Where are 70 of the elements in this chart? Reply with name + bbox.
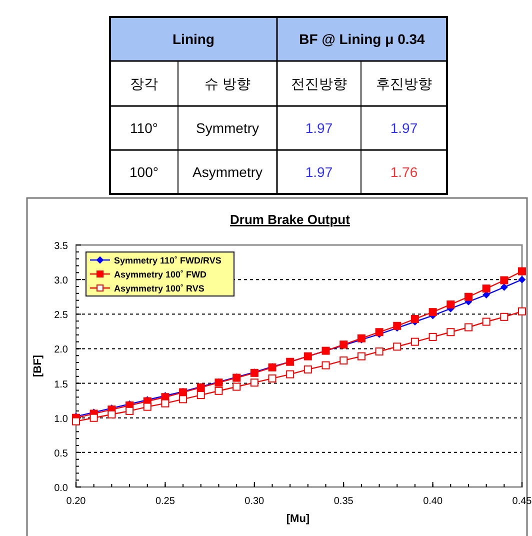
- point: [428, 308, 437, 316]
- legend-label: Asymmetry 100˚ FWD: [114, 270, 208, 280]
- point: [90, 414, 98, 422]
- point: [232, 382, 241, 391]
- y-tick-label: 3.0: [54, 276, 68, 287]
- y-tick-label: 0.0: [54, 483, 68, 494]
- point: [410, 314, 419, 323]
- y-tick-label: 1.0: [54, 414, 68, 425]
- text: 슈 방향: [204, 76, 250, 92]
- text: 110°: [130, 120, 158, 136]
- text: 1.97: [305, 164, 333, 180]
- point: [179, 395, 188, 404]
- point: [357, 352, 366, 360]
- point: [482, 318, 490, 326]
- point: [286, 370, 294, 378]
- text: 1.97: [305, 120, 333, 136]
- point: [340, 356, 348, 364]
- point: [214, 386, 223, 395]
- y-axis-title: [BF]: [32, 354, 44, 377]
- text: 장각: [130, 76, 158, 92]
- text: Asymmetry: [192, 164, 262, 180]
- text: Symmetry: [196, 120, 259, 136]
- y-tick-label: 0.5: [54, 448, 68, 460]
- point: [518, 307, 526, 316]
- point: [268, 374, 276, 382]
- y-tick-label: 2.5: [54, 310, 68, 322]
- point: [446, 300, 455, 308]
- point: [393, 322, 402, 330]
- y-tick-label: 2.0: [54, 344, 68, 356]
- point: [393, 342, 402, 351]
- x-tick-label: 0.25: [155, 496, 176, 507]
- point: [250, 378, 258, 387]
- x-tick-label: 0.30: [244, 496, 265, 507]
- point: [161, 399, 170, 408]
- text: 1.76: [390, 164, 418, 180]
- point: [500, 276, 508, 284]
- legend-label: Symmetry 110˚ FWD/RVS: [114, 256, 222, 266]
- x-tick-label: 0.35: [334, 496, 354, 507]
- text: Lining: [172, 31, 214, 47]
- text: 전진방향: [291, 76, 347, 92]
- point: [108, 410, 116, 418]
- point: [500, 312, 508, 321]
- point: [143, 402, 152, 411]
- point: [464, 292, 472, 301]
- chart-title: Drum Brake Output: [230, 212, 351, 227]
- point: [72, 417, 80, 426]
- text: 100°: [130, 164, 158, 180]
- point: [518, 276, 526, 284]
- point: [428, 332, 437, 341]
- x-tick-label: 0.20: [66, 496, 86, 507]
- point: [482, 284, 490, 293]
- text: 후진방향: [376, 76, 432, 92]
- point: [410, 338, 419, 346]
- point: [196, 391, 205, 400]
- point: [375, 347, 384, 356]
- point: [464, 323, 472, 332]
- point: [322, 361, 330, 370]
- point: [500, 284, 508, 291]
- x-tick-label: 0.45: [512, 496, 532, 507]
- x-axis-title: [Mu]: [286, 513, 310, 525]
- point: [304, 365, 312, 374]
- point: [518, 267, 526, 276]
- text: 1.97: [390, 120, 418, 136]
- y-tick-label: 3.5: [54, 241, 68, 252]
- point: [446, 328, 455, 336]
- text: BF @ Lining μ 0.34: [299, 31, 426, 47]
- legend-label: Asymmetry 100˚ RVS: [114, 284, 204, 294]
- x-tick-label: 0.40: [423, 496, 443, 507]
- point: [126, 406, 134, 415]
- y-tick-label: 1.5: [54, 379, 68, 390]
